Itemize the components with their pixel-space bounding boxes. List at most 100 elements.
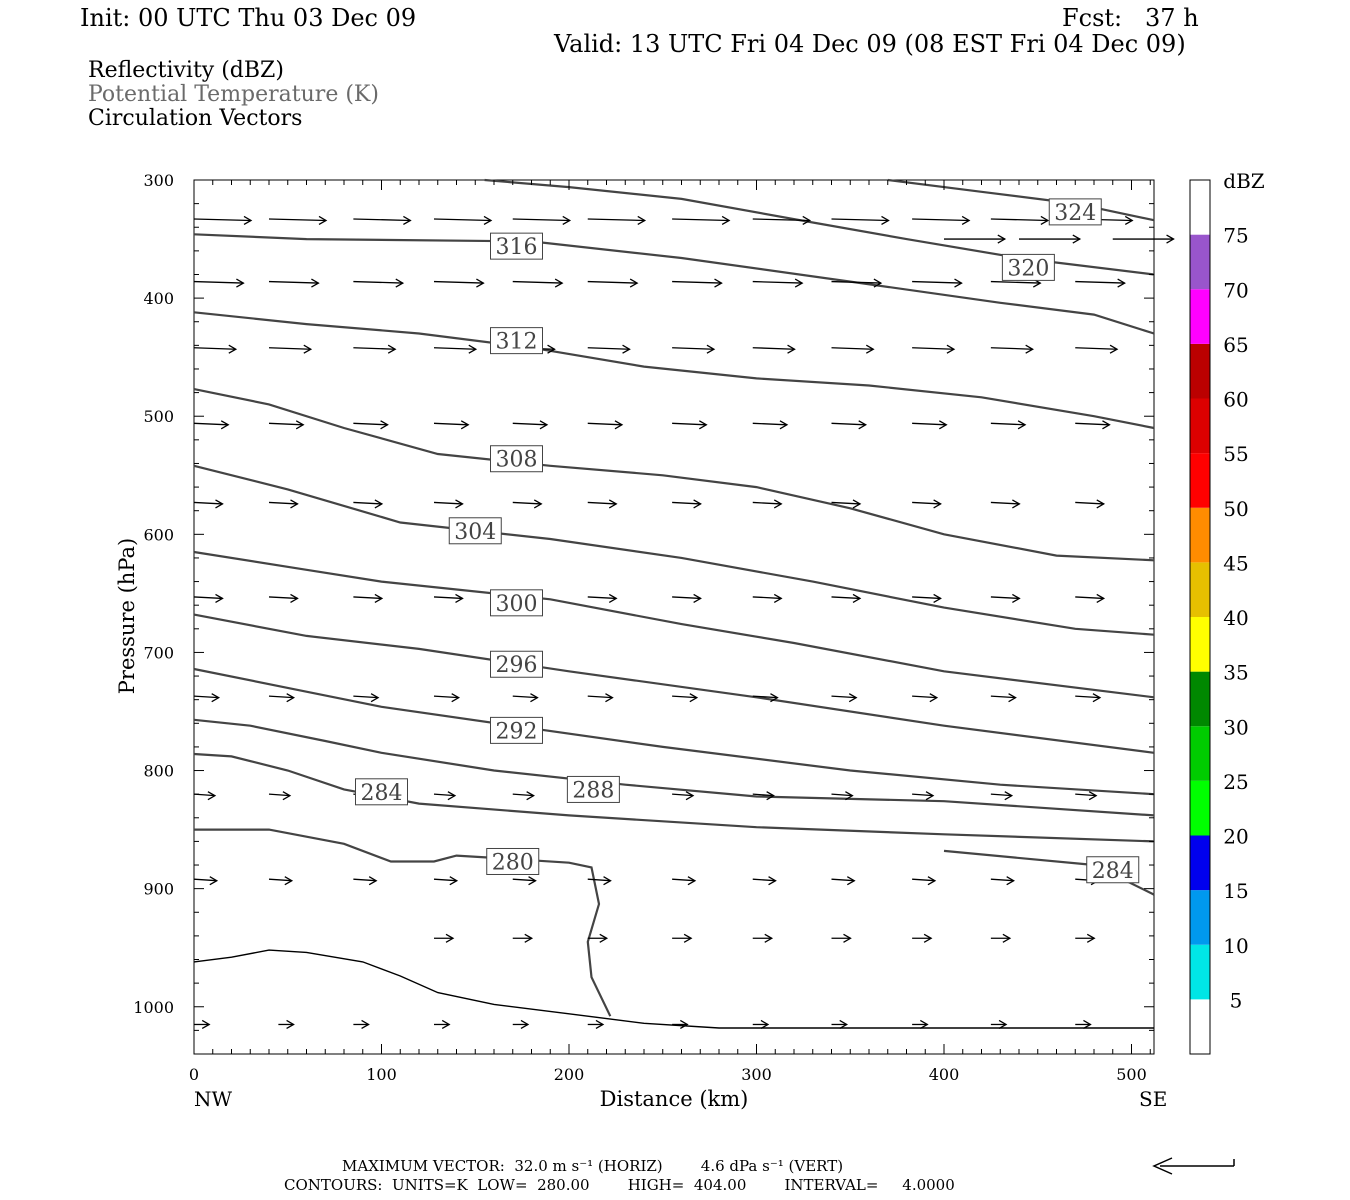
- circulation-vector: [434, 1019, 451, 1030]
- theta-contour-324: [887, 178, 1155, 222]
- circulation-vector: [672, 593, 702, 603]
- colorbar-swatch: [1190, 944, 1210, 1000]
- circulation-vector: [434, 933, 455, 943]
- circulation-vector: [752, 593, 783, 603]
- contour-label: 296: [496, 653, 538, 678]
- circulation-vector: [512, 876, 537, 886]
- colorbar-label: 10: [1223, 934, 1248, 958]
- circulation-vector: [831, 499, 862, 509]
- circulation-vector: [912, 420, 948, 430]
- circulation-vector: [752, 1019, 770, 1030]
- circulation-vector: [831, 933, 852, 943]
- circulation-vector: [268, 344, 313, 354]
- circulation-vector: [990, 499, 1021, 509]
- legend-potential-temperature: Potential Temperature (K): [88, 82, 379, 107]
- colorbar-swatch: [1190, 835, 1210, 891]
- colorbar-swatch: [1190, 453, 1210, 508]
- valid-time: Valid: 13 UTC Fri 04 Dec 09 (08 EST Fri …: [554, 30, 1186, 58]
- circulation-vector: [672, 933, 693, 943]
- circulation-vector: [587, 420, 624, 430]
- circulation-vector: [990, 791, 1014, 801]
- circulation-vector: [587, 693, 614, 703]
- circulation-vector: [193, 420, 230, 430]
- circulation-vector: [268, 499, 299, 509]
- theta-contour-292: [193, 667, 1155, 796]
- colorbar-swatch: [1190, 999, 1210, 1054]
- contour-label: 280: [492, 850, 534, 875]
- circulation-vector: [587, 593, 618, 603]
- circulation-vector: [433, 791, 457, 801]
- colorbar-swatch: [1190, 343, 1210, 399]
- circulation-vector: [990, 693, 1017, 703]
- circulation-vector: [268, 278, 320, 288]
- contour-label-box: [486, 847, 540, 875]
- circulation-vector: [831, 791, 854, 801]
- theta-contour-280: [194, 828, 612, 1017]
- circulation-vector: [831, 876, 856, 886]
- circulation-vector: [1075, 420, 1111, 430]
- circulation-vector: [912, 693, 939, 703]
- circulation-vector: [990, 933, 1012, 943]
- circulation-vector: [353, 344, 397, 354]
- circulation-vector: [193, 876, 219, 886]
- circulation-vector: [752, 278, 804, 288]
- circulation-vector: [193, 278, 245, 288]
- circulation-vector: [353, 693, 380, 703]
- circulation-vector: [433, 420, 470, 430]
- x-tick-label: 100: [366, 1065, 397, 1084]
- circulation-vector: [587, 278, 639, 288]
- colorbar-label: 55: [1223, 442, 1248, 466]
- y-tick-label: 300: [143, 171, 174, 190]
- circulation-vector: [587, 1019, 605, 1030]
- circulation-vector: [752, 420, 789, 430]
- theta-contour-304: [193, 464, 1155, 636]
- contour-label: 324: [1054, 201, 1096, 226]
- circulation-vector: [990, 876, 1015, 886]
- theta-contour-300: [193, 550, 1155, 699]
- contour-label-box: [490, 589, 543, 617]
- forecast-hour: Fcst: 37 h: [1062, 4, 1199, 32]
- contour-label-box: [566, 775, 620, 803]
- circulation-vector: [512, 693, 539, 703]
- max-vector-key: [1152, 1157, 1235, 1175]
- circulation-vector: [353, 876, 378, 886]
- x-tick-label: 500: [1116, 1065, 1147, 1084]
- circulation-vector: [831, 215, 890, 226]
- circulation-vector: [752, 215, 812, 226]
- circulation-vector: [587, 344, 631, 354]
- circulation-vector: [1075, 693, 1102, 703]
- circulation-vector: [512, 791, 535, 801]
- colorbar-swatch: [1190, 617, 1210, 672]
- circulation-vector: [512, 933, 534, 943]
- x-tick-label: 300: [741, 1065, 772, 1084]
- circulation-vector: [268, 791, 292, 801]
- colorbar-swatch: [1190, 289, 1210, 344]
- circulation-vector: [1075, 933, 1096, 943]
- theta-contour-308: [193, 388, 1155, 562]
- y-axis-title: Pressure (hPa): [115, 538, 139, 694]
- circulation-vector: [912, 499, 942, 509]
- circulation-vector: [512, 278, 564, 288]
- contour-label: 316: [496, 235, 538, 260]
- theta-contour-312: [193, 311, 1155, 430]
- circulation-vector: [1075, 791, 1098, 801]
- colorbar-label: 65: [1223, 333, 1248, 357]
- circulation-vector: [912, 215, 971, 226]
- colorbar-label: 70: [1223, 278, 1248, 302]
- circulation-vector: [512, 420, 549, 430]
- circulation-vector: [672, 791, 695, 801]
- plot-frame: [193, 179, 1155, 1055]
- theta-contour-316: [193, 233, 1155, 335]
- circulation-vector: [990, 1019, 1008, 1030]
- theta-contour-296: [193, 613, 1155, 754]
- circulation-vector: [990, 344, 1034, 354]
- contour-label: 304: [454, 520, 496, 545]
- colorbar-label: 40: [1223, 606, 1248, 630]
- footer-contours: CONTOURS: UNITS=K LOW= 280.00 HIGH= 404.…: [284, 1176, 955, 1194]
- circulation-vector: [990, 215, 1050, 226]
- circulation-vector: [1112, 234, 1175, 244]
- contour-label-box: [355, 778, 408, 806]
- circulation-vector: [831, 278, 883, 288]
- circulation-vector: [831, 693, 858, 703]
